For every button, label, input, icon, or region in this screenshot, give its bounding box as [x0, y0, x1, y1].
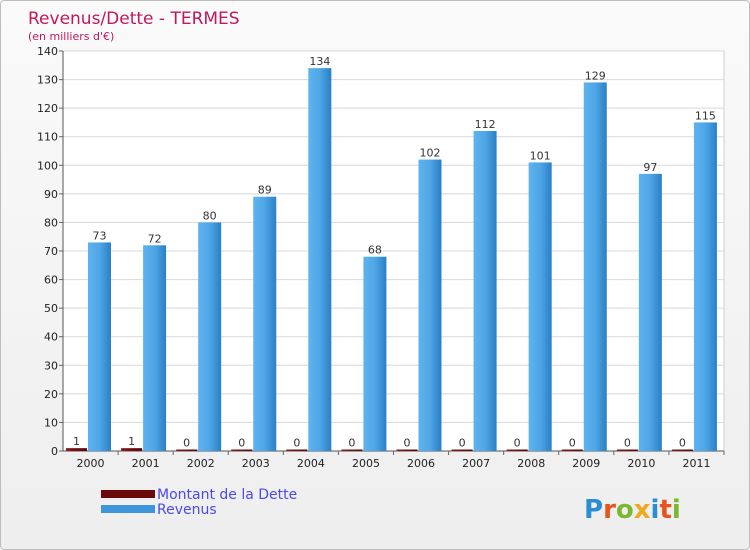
y-tick-label: 60 — [44, 274, 58, 287]
x-tick-label: 2010 — [627, 457, 655, 470]
y-tick-label: 20 — [44, 388, 58, 401]
data-label-revenus: 102 — [420, 147, 441, 160]
bar-revenus — [253, 196, 277, 451]
data-label-debt: 0 — [348, 437, 355, 450]
bar-debt — [231, 449, 253, 451]
x-tick-label: 2000 — [77, 457, 105, 470]
data-label-revenus: 115 — [695, 109, 716, 122]
logo-letter: i — [672, 495, 681, 525]
y-tick-label: 0 — [51, 445, 58, 458]
legend-label: Montant de la Dette — [157, 487, 297, 503]
bar-revenus — [693, 122, 717, 451]
y-tick-label: 30 — [44, 359, 58, 372]
y-tick-label: 140 — [37, 45, 58, 58]
bar-revenus — [308, 68, 332, 452]
logo-letter: i — [651, 495, 660, 525]
bar-revenus — [88, 242, 111, 451]
bar-revenus — [363, 256, 387, 451]
data-label-revenus: 129 — [585, 69, 606, 82]
x-tick-label: 2003 — [242, 457, 270, 470]
logo-letter: x — [634, 495, 651, 525]
x-tick-label: 2005 — [352, 457, 380, 470]
bar-debt — [671, 449, 693, 451]
x-tick-label: 2007 — [462, 457, 490, 470]
logo-letter: t — [659, 495, 671, 525]
bar-revenus — [473, 131, 497, 451]
x-tick-label: 2006 — [407, 457, 435, 470]
chart-title: Revenus/Dette - TERMES — [28, 9, 240, 29]
data-label-debt: 1 — [73, 435, 80, 448]
data-label-debt: 0 — [404, 437, 411, 450]
y-tick-label: 120 — [37, 102, 58, 115]
plot-area: 0102030405060708090100110120130140200017… — [37, 45, 725, 470]
y-tick-label: 10 — [44, 416, 58, 429]
data-label-debt: 0 — [459, 437, 466, 450]
data-label-revenus: 101 — [530, 149, 551, 162]
x-tick-label: 2002 — [187, 457, 215, 470]
data-label-revenus: 112 — [475, 118, 496, 131]
y-tick-label: 130 — [37, 74, 58, 87]
data-label-revenus: 80 — [203, 209, 217, 222]
data-label-debt: 1 — [128, 435, 135, 448]
data-label-debt: 0 — [514, 437, 521, 450]
x-tick-label: 2004 — [297, 457, 325, 470]
data-label-revenus: 68 — [368, 244, 382, 257]
proxiti-logo: Proxiti — [584, 495, 681, 525]
x-tick-label: 2001 — [132, 457, 160, 470]
data-label-revenus: 89 — [258, 184, 272, 197]
bar-debt — [66, 448, 87, 451]
bar-revenus — [418, 159, 442, 452]
y-tick-label: 100 — [37, 159, 58, 172]
bar-revenus — [198, 222, 222, 451]
bar-debt — [396, 449, 418, 451]
y-tick-label: 50 — [44, 302, 58, 315]
y-tick-label: 40 — [44, 331, 58, 344]
bar-revenus — [638, 173, 662, 451]
bar-debt — [286, 449, 308, 451]
legend-label: Revenus — [157, 502, 217, 518]
legend-swatch — [101, 505, 155, 513]
bar-debt — [176, 449, 198, 451]
bar-debt — [506, 449, 528, 451]
data-label-debt: 0 — [238, 437, 245, 450]
y-tick-label: 90 — [44, 188, 58, 201]
x-tick-label: 2008 — [517, 457, 545, 470]
y-tick-label: 80 — [44, 216, 58, 229]
x-tick-label: 2009 — [572, 457, 600, 470]
y-tick-label: 110 — [37, 131, 58, 144]
data-label-debt: 0 — [183, 437, 190, 450]
bar-debt — [341, 449, 363, 451]
bar-revenus — [528, 162, 552, 451]
y-tick-label: 70 — [44, 245, 58, 258]
bar-revenus — [583, 82, 607, 451]
bar-debt — [561, 449, 583, 451]
legend-swatch — [101, 490, 155, 498]
bar-debt — [451, 449, 473, 451]
data-label-revenus: 134 — [309, 55, 330, 68]
data-label-revenus: 73 — [93, 229, 107, 242]
bar-debt — [121, 448, 143, 451]
x-tick-label: 2011 — [682, 457, 710, 470]
data-label-debt: 0 — [569, 437, 576, 450]
data-label-revenus: 72 — [148, 232, 162, 245]
bar-revenus — [143, 245, 167, 451]
bar-debt — [616, 449, 638, 451]
logo-letter: P — [584, 495, 603, 525]
data-label-debt: 0 — [679, 437, 686, 450]
logo-letter: r — [603, 495, 616, 525]
logo-text: Proxiti — [584, 495, 681, 525]
data-label-revenus: 97 — [643, 161, 657, 174]
logo-letter: o — [616, 495, 634, 525]
data-label-debt: 0 — [624, 437, 631, 450]
chart-subtitle: (en milliers d'€) — [28, 30, 114, 43]
data-label-debt: 0 — [293, 437, 300, 450]
